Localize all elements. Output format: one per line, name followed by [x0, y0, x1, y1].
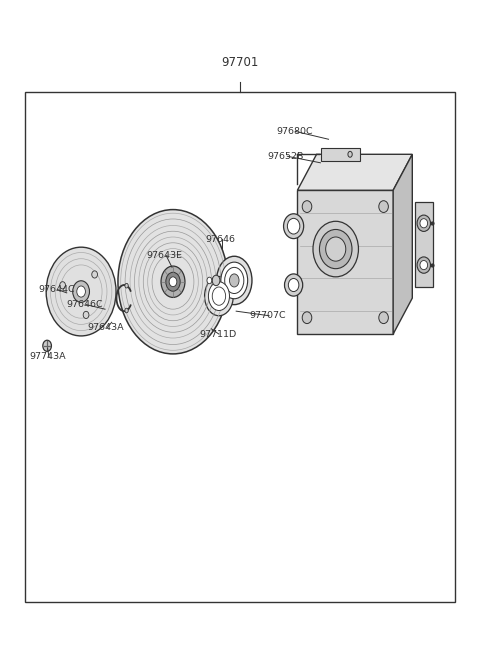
Ellipse shape [43, 340, 51, 351]
Text: 97701: 97701 [221, 56, 259, 69]
Ellipse shape [325, 237, 346, 261]
Ellipse shape [417, 215, 431, 231]
Text: 97707C: 97707C [250, 311, 286, 320]
Ellipse shape [60, 282, 65, 289]
Ellipse shape [209, 283, 228, 309]
Text: 97711D: 97711D [199, 329, 237, 339]
Ellipse shape [379, 312, 388, 324]
Ellipse shape [288, 278, 299, 291]
Ellipse shape [348, 151, 352, 157]
Ellipse shape [313, 221, 359, 277]
Polygon shape [298, 190, 393, 334]
Ellipse shape [204, 276, 233, 316]
Bar [24, 92, 456, 602]
Ellipse shape [216, 256, 252, 305]
Ellipse shape [417, 257, 431, 273]
Ellipse shape [207, 277, 212, 284]
Polygon shape [393, 155, 412, 334]
Point [428, 260, 436, 271]
Text: 97646C: 97646C [67, 300, 103, 309]
Ellipse shape [285, 274, 303, 296]
Ellipse shape [379, 200, 388, 212]
Text: 97643E: 97643E [147, 251, 183, 260]
Ellipse shape [77, 286, 85, 297]
Ellipse shape [208, 282, 229, 310]
Point [428, 218, 436, 229]
Ellipse shape [302, 200, 312, 212]
Ellipse shape [320, 229, 352, 269]
Ellipse shape [125, 309, 128, 313]
Polygon shape [415, 202, 433, 287]
Ellipse shape [92, 271, 97, 278]
Ellipse shape [229, 274, 239, 287]
Text: 97652B: 97652B [268, 152, 304, 160]
Ellipse shape [225, 267, 244, 293]
Text: 97646: 97646 [205, 234, 236, 244]
Text: 97680C: 97680C [276, 127, 312, 136]
Ellipse shape [46, 247, 116, 336]
Ellipse shape [83, 311, 89, 318]
Polygon shape [322, 148, 360, 161]
Ellipse shape [212, 287, 226, 305]
Ellipse shape [222, 263, 247, 297]
Ellipse shape [212, 275, 220, 286]
Ellipse shape [73, 281, 89, 303]
Ellipse shape [302, 312, 312, 324]
Ellipse shape [420, 219, 428, 228]
Ellipse shape [284, 214, 304, 238]
Polygon shape [298, 155, 412, 190]
Ellipse shape [118, 210, 228, 354]
Text: 97644C: 97644C [38, 285, 75, 294]
Ellipse shape [161, 266, 185, 297]
Ellipse shape [288, 218, 300, 234]
Ellipse shape [169, 277, 177, 287]
Ellipse shape [221, 262, 248, 299]
Text: 97643A: 97643A [88, 323, 124, 332]
Text: 97743A: 97743A [29, 352, 66, 362]
Ellipse shape [125, 284, 128, 288]
Ellipse shape [166, 272, 180, 291]
Ellipse shape [420, 261, 428, 270]
